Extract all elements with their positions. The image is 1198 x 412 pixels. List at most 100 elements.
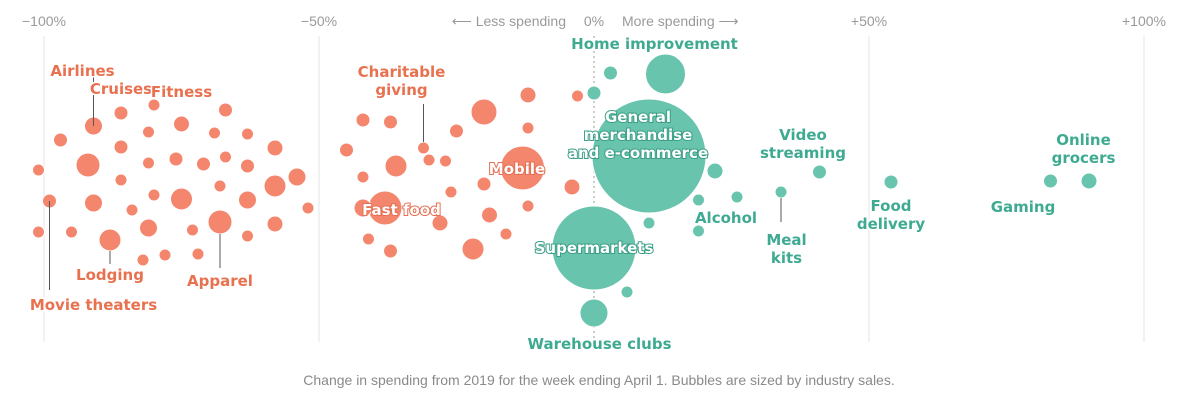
bubble-decrease (449, 123, 464, 139)
bubble-decrease (521, 199, 535, 213)
bubble-increase (692, 224, 705, 238)
category-label: Charitable (358, 63, 446, 81)
bubble-increase (642, 216, 656, 230)
tick-label: +50% (851, 13, 887, 29)
bubble-decrease (384, 154, 408, 178)
bubble-decrease (439, 154, 452, 168)
x-axis: −100% −50% 0% +50% +100% (22, 13, 1166, 29)
category-label: giving (375, 81, 427, 99)
more-spending-label: More spending ⟶ (622, 13, 739, 29)
bubble-decrease (32, 225, 45, 239)
category-label: delivery (857, 215, 926, 233)
bubble-decrease (521, 121, 535, 135)
bubble-decrease (158, 248, 172, 262)
bubble-decrease (571, 89, 584, 103)
bubble-increase (579, 298, 609, 328)
tick-label: 0% (584, 13, 604, 29)
bubble-decrease (147, 188, 161, 202)
tick-label: −100% (22, 13, 66, 29)
bubble-decrease (476, 176, 492, 192)
category-label: Fitness (151, 83, 212, 101)
bubble-decrease (147, 98, 161, 112)
bubble-increase (774, 185, 788, 199)
bubble-decrease (444, 185, 458, 199)
bubble-decrease (218, 102, 233, 118)
less-spending-label: ⟵ Less spending (452, 13, 566, 29)
category-label: General (605, 108, 671, 126)
bubble-increase (1080, 172, 1098, 190)
bubble-decrease (301, 201, 315, 215)
bubble-decrease (114, 173, 128, 187)
category-label: Cruises (90, 80, 152, 98)
bubble-decrease (191, 247, 205, 261)
bubble-decrease (240, 158, 255, 174)
bubble-decrease (417, 141, 430, 155)
bubble-increase (730, 190, 744, 204)
bubble-decrease (241, 127, 254, 141)
bubble-decrease (481, 206, 498, 224)
bubble-decrease (142, 125, 155, 139)
bubble-decrease (139, 218, 158, 238)
bubble-increase (551, 205, 637, 291)
bubble-chart: −100% −50% 0% +50% +100% ⟵ Less spending Mor… (22, 13, 1166, 355)
bubble-decrease (355, 112, 371, 128)
category-label: Mobile (489, 160, 545, 178)
bubble-decrease (186, 223, 199, 237)
category-label: and e-commerce (568, 144, 708, 162)
bubble-increase (883, 174, 899, 190)
category-label: Online (1056, 131, 1111, 149)
gridlines (43, 36, 1145, 342)
category-label: Food (871, 197, 912, 215)
bubble-decrease (287, 167, 307, 187)
bubble-decrease (32, 163, 45, 177)
bubble-increase (645, 53, 686, 95)
bubble-decrease (207, 209, 233, 235)
category-label: Alcohol (695, 209, 757, 227)
bubble-decrease (142, 156, 155, 170)
bubble-decrease (196, 156, 211, 172)
bubble-increase (603, 65, 618, 81)
category-label: Gaming (991, 198, 1056, 216)
bubble-decrease (500, 145, 545, 191)
bubble-decrease (266, 139, 284, 157)
bubble-decrease (219, 150, 232, 164)
bubble-decrease (362, 232, 375, 246)
bubble-decrease (356, 170, 370, 184)
category-label: Video (779, 126, 827, 144)
bubbles (32, 53, 1098, 328)
bubble-decrease (136, 253, 150, 267)
leader-lines (49, 77, 782, 290)
bubble-decrease (173, 115, 190, 133)
bubble-increase (620, 285, 634, 299)
bubble-decrease (241, 229, 254, 243)
bubble-decrease (113, 139, 129, 155)
category-label: Fast food (362, 201, 441, 219)
bubble-increase (586, 85, 602, 101)
bubble-decrease (470, 98, 498, 126)
bubble-increase (692, 193, 705, 207)
bubble-decrease (461, 237, 485, 261)
bubble-decrease (170, 187, 193, 211)
category-label: kits (771, 249, 802, 267)
bubble-decrease (238, 190, 257, 210)
bubble-increase (1043, 173, 1058, 189)
left-arrow-icon: ⟵ (452, 13, 472, 29)
bubble-decrease (266, 215, 284, 233)
bubble-increase (591, 98, 707, 214)
bubble-decrease (339, 142, 354, 158)
category-label: merchandise (584, 126, 693, 144)
bubble-decrease (113, 105, 129, 121)
bubble-decrease (431, 214, 449, 232)
bubble-increase (812, 164, 827, 180)
bubble-decrease (84, 193, 103, 213)
bubble-decrease (213, 179, 227, 193)
bubble-decrease (499, 227, 513, 241)
bubble-decrease (563, 178, 581, 196)
bubble-decrease (75, 152, 101, 178)
category-label: grocers (1052, 149, 1116, 167)
bubble-decrease (168, 151, 184, 167)
bubble-decrease (383, 114, 398, 130)
bubble-decrease (353, 198, 373, 218)
category-label: Home improvement (571, 35, 738, 53)
